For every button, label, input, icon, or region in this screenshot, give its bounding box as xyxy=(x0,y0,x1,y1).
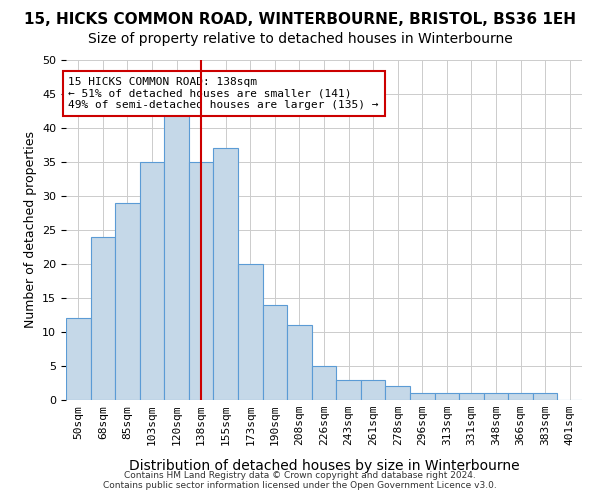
Text: 15, HICKS COMMON ROAD, WINTERBOURNE, BRISTOL, BS36 1EH: 15, HICKS COMMON ROAD, WINTERBOURNE, BRI… xyxy=(24,12,576,28)
Bar xyxy=(459,393,484,400)
Text: Contains HM Land Registry data © Crown copyright and database right 2024.
Contai: Contains HM Land Registry data © Crown c… xyxy=(103,470,497,490)
Y-axis label: Number of detached properties: Number of detached properties xyxy=(23,132,37,328)
Bar xyxy=(164,114,189,400)
Bar xyxy=(238,264,263,400)
Bar xyxy=(312,366,336,400)
Bar xyxy=(115,203,140,400)
Bar xyxy=(533,393,557,400)
Bar xyxy=(410,393,434,400)
Bar xyxy=(140,162,164,400)
Bar xyxy=(336,380,361,400)
Bar xyxy=(91,237,115,400)
Bar xyxy=(434,393,459,400)
Bar xyxy=(263,305,287,400)
Bar xyxy=(484,393,508,400)
Bar xyxy=(361,380,385,400)
Bar xyxy=(189,162,214,400)
Text: Size of property relative to detached houses in Winterbourne: Size of property relative to detached ho… xyxy=(88,32,512,46)
Bar xyxy=(508,393,533,400)
X-axis label: Distribution of detached houses by size in Winterbourne: Distribution of detached houses by size … xyxy=(128,459,520,473)
Bar xyxy=(214,148,238,400)
Bar xyxy=(287,325,312,400)
Bar xyxy=(66,318,91,400)
Bar xyxy=(385,386,410,400)
Text: 15 HICKS COMMON ROAD: 138sqm
← 51% of detached houses are smaller (141)
49% of s: 15 HICKS COMMON ROAD: 138sqm ← 51% of de… xyxy=(68,77,379,110)
